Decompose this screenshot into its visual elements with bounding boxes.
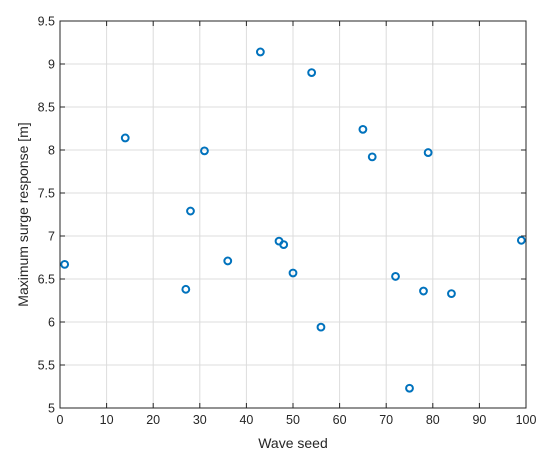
x-tick-label: 0	[57, 413, 64, 427]
data-point	[367, 152, 377, 162]
data-point	[200, 146, 209, 156]
data-point	[316, 322, 326, 332]
data-point	[186, 206, 195, 216]
data-point	[181, 284, 191, 294]
x-tick-label: 20	[146, 413, 160, 427]
x-tick-label: 10	[100, 413, 114, 427]
y-tick-label: 8	[48, 144, 55, 158]
x-tick-label: 40	[239, 413, 253, 427]
y-axis-label: Maximum surge response [m]	[15, 122, 31, 306]
x-axis-ticks: 0 10 20 30 40 50 60 70 80 90 100	[57, 21, 537, 427]
data-point	[279, 240, 289, 250]
x-tick-label: 60	[333, 413, 347, 427]
y-tick-label: 9	[48, 58, 55, 72]
grid-lines	[60, 21, 526, 408]
data-point	[405, 383, 414, 393]
x-tick-label: 100	[516, 413, 537, 427]
x-tick-label: 80	[426, 413, 440, 427]
y-tick-label: 6.5	[38, 273, 55, 287]
y-tick-label: 7.5	[38, 187, 55, 201]
y-tick-label: 5	[48, 402, 55, 416]
data-point	[391, 272, 400, 281]
y-tick-label: 6	[48, 316, 55, 330]
x-tick-label: 50	[286, 413, 300, 427]
data-point	[288, 268, 298, 278]
data-point	[423, 148, 433, 157]
data-point	[120, 133, 130, 143]
x-tick-label: 90	[472, 413, 486, 427]
data-point	[358, 124, 368, 134]
y-tick-label: 5.5	[38, 359, 55, 373]
x-tick-label: 30	[193, 413, 207, 427]
data-point	[447, 289, 456, 299]
data-point	[255, 47, 265, 57]
data-point	[419, 286, 428, 296]
data-points	[60, 47, 526, 393]
y-tick-label: 7	[48, 230, 55, 244]
x-tick-label: 70	[379, 413, 393, 427]
data-point	[307, 68, 317, 77]
data-point	[223, 256, 233, 266]
y-axis-ticks: 5 5.5 6 6.5 7 7.5 8 8.5 9 9.5	[38, 15, 526, 416]
x-axis-label: Wave seed	[258, 435, 328, 451]
y-tick-label: 9.5	[38, 15, 55, 29]
data-point	[60, 259, 70, 269]
data-point	[516, 235, 526, 245]
y-tick-label: 8.5	[38, 101, 55, 115]
